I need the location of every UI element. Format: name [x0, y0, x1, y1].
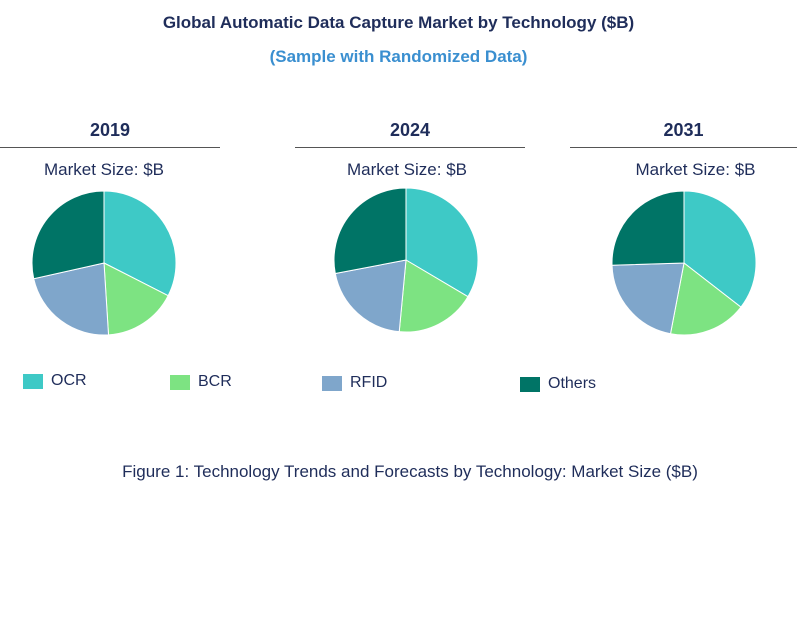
legend-swatch-ocr	[23, 373, 43, 389]
figure-caption: Figure 1: Technology Trends and Forecast…	[122, 462, 698, 481]
pie-slice-bcr	[103, 262, 169, 336]
pie-slice-rfid	[334, 259, 407, 333]
pie-chart-2019	[31, 190, 177, 336]
legend-item-rfid: RFID	[322, 373, 387, 393]
pie-slice-ocr	[103, 190, 177, 297]
panel-divider	[0, 147, 220, 148]
legend-item-bcr: BCR	[170, 372, 232, 392]
pie-panel-2024: 2024 Market Size: $B	[295, 0, 525, 340]
panel-year: 2024	[389, 120, 431, 140]
panel-divider	[570, 147, 797, 148]
panel-market-size-label: Market Size: $B	[347, 160, 467, 179]
pie-slice-ocr	[405, 187, 479, 298]
pie-slice-others	[31, 190, 105, 280]
chart-title: Global Automatic Data Capture Market by …	[162, 13, 635, 32]
pie-panel-2031: 2031 Market Size: $B	[570, 0, 797, 340]
panel-year: 2031	[663, 120, 704, 140]
legend-label: Others	[548, 375, 597, 392]
panel-divider	[295, 147, 525, 148]
legend-label: RFID	[350, 374, 388, 391]
legend-swatch-bcr	[170, 374, 190, 390]
pie-slice-others	[611, 190, 685, 266]
pie-chart-2024	[333, 187, 479, 333]
pie-slice-rfid	[33, 262, 110, 336]
panel-market-size-label: Market Size: $B	[44, 160, 164, 179]
legend-swatch-others	[520, 376, 540, 392]
pie-slice-rfid	[611, 262, 685, 335]
pie-slice-ocr	[683, 190, 757, 308]
legend-item-ocr: OCR	[23, 371, 87, 391]
pie-chart-2031	[611, 190, 757, 336]
legend-label: OCR	[51, 372, 87, 389]
pie-slice-bcr	[398, 259, 469, 333]
panel-year: 2019	[89, 120, 131, 140]
panel-market-size-label: Market Size: $B	[635, 160, 756, 179]
pie-panel-2019: 2019 Market Size: $B	[0, 0, 220, 340]
chart-subtitle: (Sample with Randomized Data)	[269, 47, 528, 66]
legend-item-others: Others	[520, 374, 596, 394]
legend-label: BCR	[198, 373, 232, 390]
legend-swatch-rfid	[322, 375, 342, 391]
pie-slice-others	[333, 187, 407, 275]
pie-slice-bcr	[669, 262, 742, 336]
